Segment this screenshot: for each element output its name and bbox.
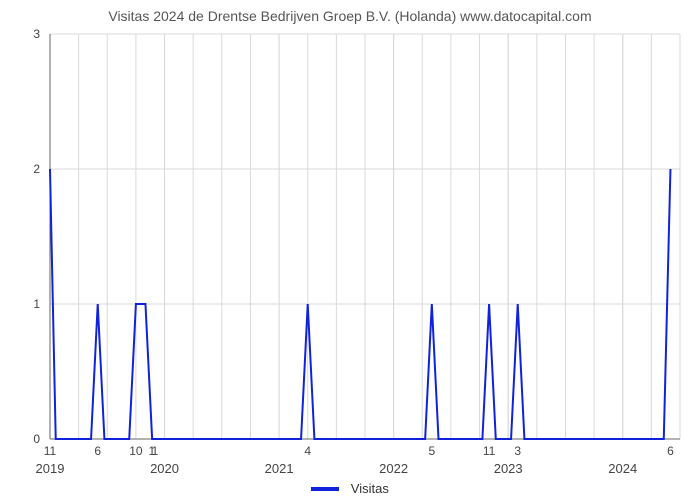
svg-text:3: 3	[33, 27, 40, 41]
legend-swatch	[311, 487, 339, 491]
svg-text:0: 0	[33, 432, 40, 446]
svg-text:6: 6	[667, 444, 674, 458]
svg-text:3: 3	[514, 444, 521, 458]
chart-root: { "chart": { "type": "line", "title": "V…	[0, 0, 700, 500]
svg-text:2023: 2023	[494, 461, 523, 476]
legend: Visitas	[0, 480, 700, 496]
x-year-labels: 2019 2020 2021 2022 2023 2024	[36, 461, 638, 476]
svg-text:2021: 2021	[265, 461, 294, 476]
svg-text:10: 10	[129, 444, 143, 458]
legend-label: Visitas	[351, 481, 389, 496]
svg-text:1: 1	[148, 444, 155, 458]
svg-text:2019: 2019	[36, 461, 65, 476]
svg-text:2020: 2020	[150, 461, 179, 476]
y-axis: 0 1 2 3	[33, 27, 40, 446]
svg-text:2022: 2022	[379, 461, 408, 476]
svg-text:2024: 2024	[608, 461, 637, 476]
x-cat-labels: 1161014511361	[44, 444, 674, 458]
svg-text:1: 1	[33, 297, 40, 311]
chart-plot: 0123116101451136120192020202120222023202…	[0, 0, 700, 500]
svg-text:5: 5	[428, 444, 435, 458]
svg-text:4: 4	[304, 444, 311, 458]
svg-text:11: 11	[44, 444, 57, 458]
svg-text:11: 11	[483, 444, 496, 458]
svg-text:6: 6	[94, 444, 101, 458]
svg-text:2: 2	[33, 162, 40, 176]
